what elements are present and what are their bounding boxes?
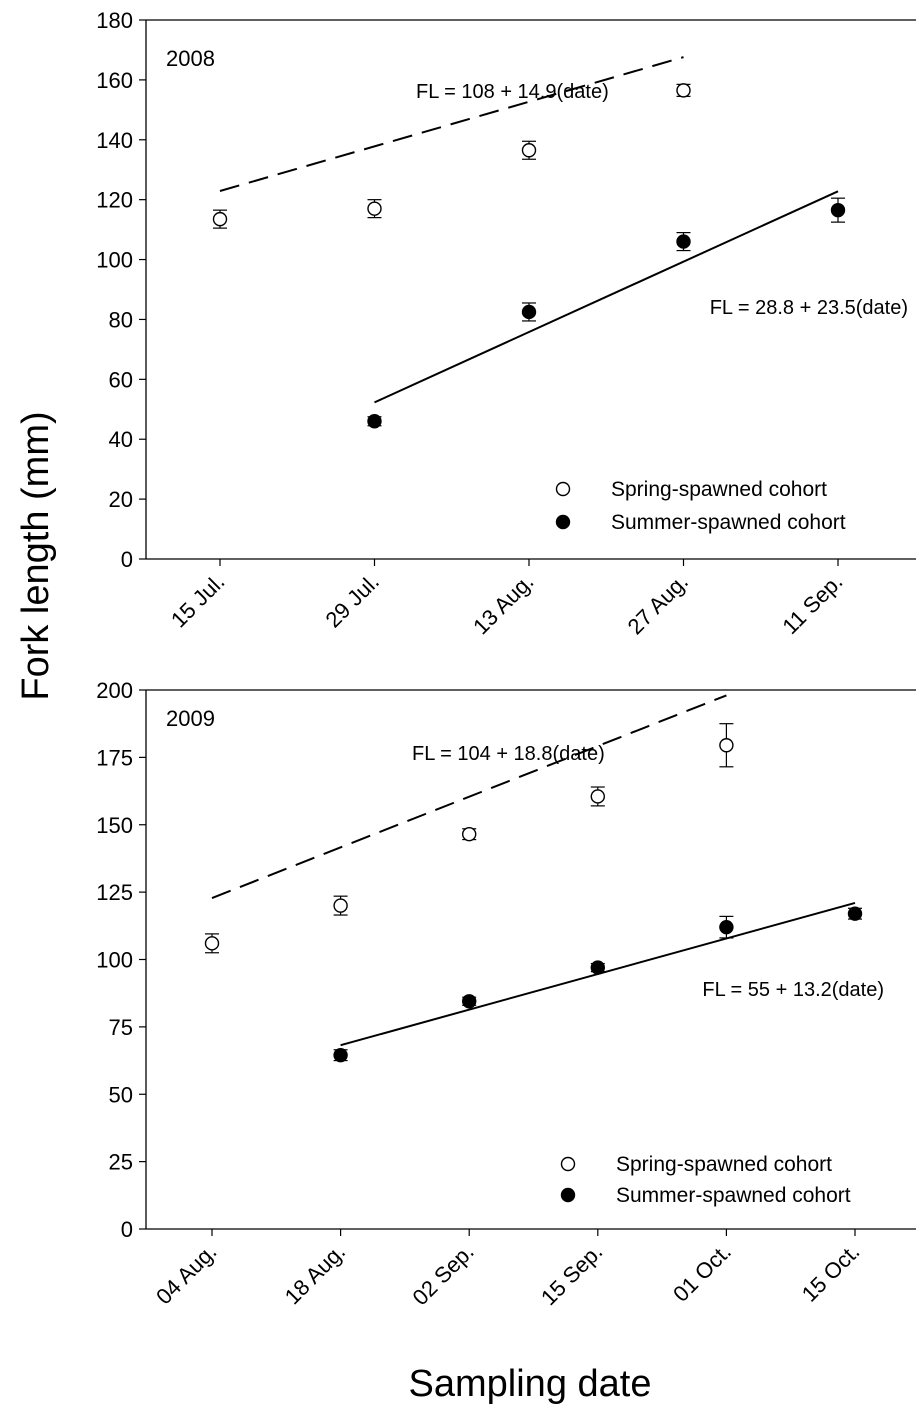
spring-data-point — [367, 201, 382, 216]
y-tick-label: 60 — [109, 367, 133, 392]
x-tick-label: 15 Oct. — [797, 1239, 865, 1307]
summer-data-point — [676, 234, 691, 249]
legend-summer-label: Summer-spawned cohort — [616, 1184, 851, 1207]
y-tick-label: 40 — [109, 427, 133, 452]
spring-data-point — [719, 738, 734, 753]
y-tick-label: 100 — [96, 948, 133, 973]
x-tick-label: 11 Sep. — [777, 569, 847, 639]
y-tick-label: 50 — [109, 1082, 133, 1107]
y-tick-label: 125 — [96, 880, 133, 905]
summer-data-point — [719, 919, 734, 935]
legend-spring-label: Spring-spawned cohort — [611, 478, 827, 501]
x-axis-title: Sampling date — [409, 1363, 652, 1405]
y-tick-label: 0 — [121, 547, 133, 572]
summer-data-point — [367, 414, 382, 429]
summer-fit-equation: FL = 28.8 + 23.5(date) — [710, 297, 908, 319]
y-tick-label: 100 — [96, 248, 133, 273]
legend-summer-label: Summer-spawned cohort — [611, 511, 846, 534]
summer-fit-equation: FL = 55 + 13.2(date) — [702, 979, 884, 1001]
y-tick-label: 150 — [96, 813, 133, 838]
x-tick-label: 27 Aug. — [623, 569, 693, 639]
spring-regression-line — [219, 56, 684, 192]
legend-spring-marker — [555, 481, 571, 497]
summer-regression-line — [374, 190, 839, 404]
y-tick-label: 180 — [96, 8, 133, 33]
y-axis-title: Fork length (mm) — [15, 411, 57, 700]
summer-data-point — [830, 202, 846, 218]
spring-data-point — [462, 826, 477, 842]
y-tick-label: 25 — [109, 1150, 133, 1175]
spring-regression-line — [211, 694, 727, 899]
y-tick-label: 20 — [109, 487, 133, 512]
panel-label: 2008 — [166, 46, 215, 71]
y-tick-label: 160 — [96, 68, 133, 93]
summer-data-point — [462, 994, 477, 1009]
x-tick-label: 15 Jul. — [166, 569, 230, 633]
y-tick-label: 0 — [121, 1217, 133, 1242]
spring-data-point — [204, 936, 220, 951]
legend-summer-marker — [555, 514, 571, 530]
x-tick-label: 02 Sep. — [407, 1239, 478, 1310]
spring-fit-equation: FL = 108 + 14.9(date) — [416, 81, 609, 103]
y-tick-label: 140 — [96, 128, 133, 153]
y-tick-label: 80 — [109, 307, 133, 332]
y-tick-label: 175 — [96, 745, 133, 770]
spring-fit-equation: FL = 104 + 18.8(date) — [412, 743, 605, 765]
legend-summer-marker — [560, 1187, 576, 1203]
x-tick-label: 13 Aug. — [468, 569, 538, 639]
x-tick-label: 15 Sep. — [536, 1239, 607, 1310]
y-tick-label: 75 — [109, 1015, 133, 1040]
x-tick-label: 04 Aug. — [151, 1239, 221, 1309]
summer-data-point — [590, 960, 605, 975]
spring-data-point — [521, 143, 537, 158]
panel-2008: 0 20 40 60 80 100 120 140 160 180 15 Jul. 29 Jul. 13… — [96, 8, 916, 639]
spring-data-point — [590, 789, 605, 804]
summer-data-point — [521, 304, 537, 320]
summer-data-point — [847, 906, 863, 921]
summer-data-point — [333, 1047, 348, 1063]
panel-2009: 0 25 50 75 100 125 150 175 200 04 Aug. 18 Aug. 02 S… — [96, 678, 916, 1310]
spring-data-point — [333, 898, 348, 913]
spring-data-point — [676, 83, 691, 98]
legend-spring-label: Spring-spawned cohort — [616, 1153, 832, 1176]
legend-spring-marker — [560, 1156, 576, 1172]
x-tick-label: 01 Oct. — [668, 1239, 736, 1307]
x-tick-label: 29 Jul. — [321, 569, 385, 633]
panel-label: 2009 — [166, 706, 215, 731]
x-tick-label: 18 Aug. — [280, 1239, 350, 1309]
spring-data-point — [212, 211, 228, 227]
y-tick-label: 120 — [96, 188, 133, 213]
y-tick-label: 200 — [96, 678, 133, 703]
